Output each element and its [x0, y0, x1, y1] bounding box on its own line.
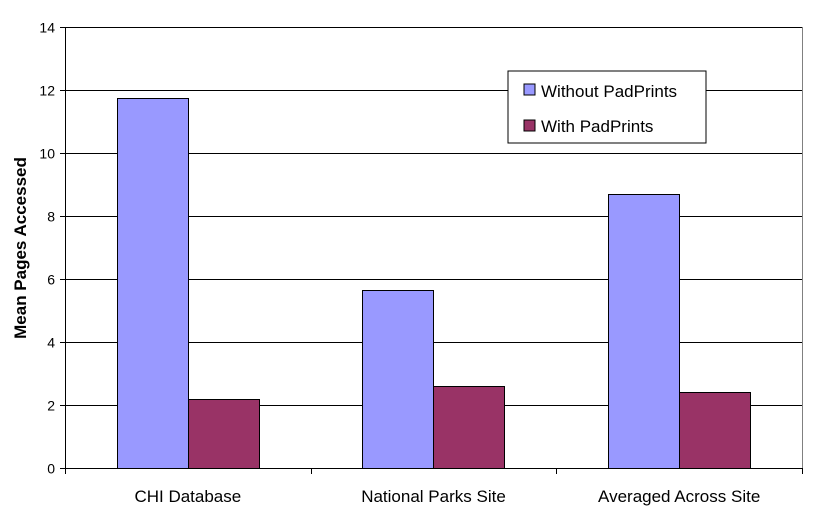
legend-box: [507, 70, 707, 144]
bar: [188, 399, 260, 469]
bar: [117, 98, 189, 469]
legend-swatch-with-padprints: [523, 119, 536, 132]
x-tick-label: National Parks Site: [361, 487, 506, 506]
y-tick-label: 8: [47, 209, 55, 225]
legend-swatch-without-padprints: [523, 83, 536, 96]
y-tick-label: 10: [39, 146, 55, 162]
bars: [117, 98, 751, 469]
y-tick-label: 2: [47, 398, 55, 414]
x-tick-label: Averaged Across Site: [598, 487, 760, 506]
bar: [362, 290, 434, 469]
legend-label-without-padprints: Without PadPrints: [541, 82, 677, 101]
y-tick-label: 12: [39, 83, 55, 99]
y-tick-label: 14: [39, 20, 55, 36]
axes: [60, 27, 803, 474]
legend-label-with-padprints: With PadPrints: [541, 117, 653, 136]
axis-labels: CHI Database National Parks Site Averaged …: [39, 20, 760, 507]
x-tick-label: CHI Database: [134, 487, 241, 506]
bar: [679, 392, 751, 469]
legend: Without PadPrints With PadPrints: [507, 70, 707, 144]
bar: [608, 194, 680, 469]
y-axis-title: Mean Pages Accessed: [11, 157, 30, 339]
y-tick-label: 4: [47, 335, 55, 351]
bar: [433, 386, 505, 469]
y-tick-label: 0: [47, 461, 55, 477]
y-tick-label: 6: [47, 272, 55, 288]
